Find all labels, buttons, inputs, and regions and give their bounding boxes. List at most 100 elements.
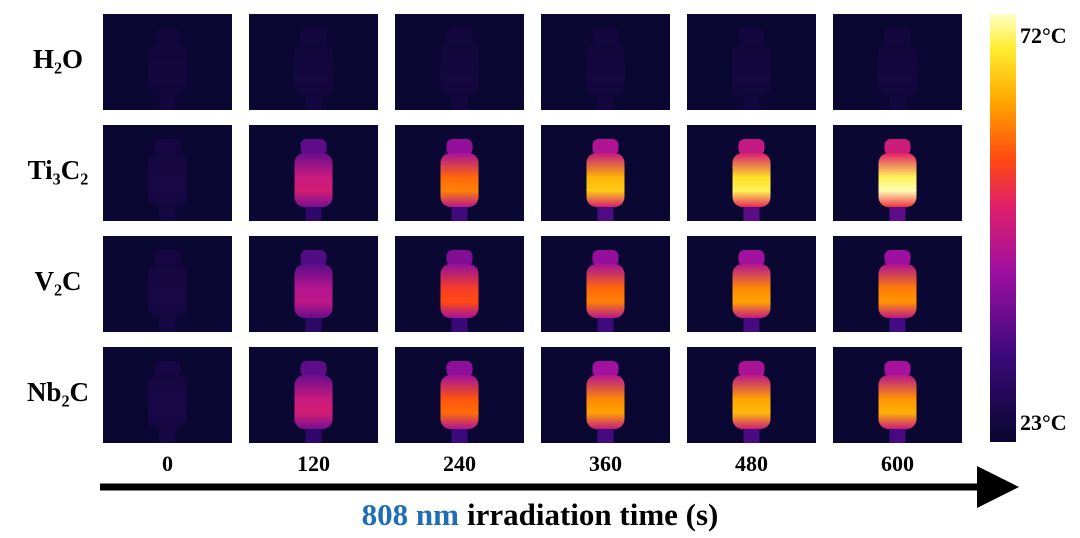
vial-stem [451, 92, 468, 110]
vial-stem [743, 425, 760, 443]
vial-cap [300, 361, 327, 377]
thermal-image [395, 14, 524, 110]
thermal-image [687, 125, 816, 221]
vial-cap [154, 361, 181, 377]
vial-cap [446, 28, 473, 44]
time-label: 480 [735, 451, 768, 476]
thermal-image [103, 14, 232, 110]
vial-stem [305, 203, 322, 221]
colorbar-max: 72°C [1020, 23, 1067, 48]
axis-title-highlight: 808 nm [362, 497, 459, 532]
thermal-image [103, 347, 232, 443]
thermal-image [249, 347, 378, 443]
thermal-image [541, 14, 670, 110]
vial-cap [300, 139, 327, 155]
colorbar [990, 14, 1016, 442]
vial-body [440, 375, 479, 429]
vial-body [148, 42, 187, 96]
vial-stem [451, 203, 468, 221]
vial-body [294, 153, 333, 207]
vial-cap [300, 250, 327, 266]
vial-body [586, 42, 625, 96]
thermal-image [833, 236, 962, 332]
vial-stem [743, 314, 760, 332]
vial-body [878, 42, 917, 96]
vial-body [294, 42, 333, 96]
thermal-image [687, 347, 816, 443]
vial-stem [451, 425, 468, 443]
image-grid [103, 14, 962, 443]
thermal-image [541, 236, 670, 332]
vial-cap [446, 250, 473, 266]
vial-cap [154, 28, 181, 44]
vial-stem [597, 203, 614, 221]
colorbar-min: 23°C [1020, 410, 1067, 435]
time-label: 600 [881, 451, 914, 476]
thermal-image [687, 236, 816, 332]
vial-body [878, 264, 917, 318]
thermal-image [395, 347, 524, 443]
vial-stem [159, 425, 176, 443]
vial-cap [884, 361, 911, 377]
vial-body [732, 375, 771, 429]
time-label: 240 [443, 451, 476, 476]
thermal-image [833, 347, 962, 443]
vial-body [878, 375, 917, 429]
row-label: Ti₃C₂ [28, 155, 89, 185]
vial-stem [159, 203, 176, 221]
vial-cap [300, 28, 327, 44]
vial-stem [743, 92, 760, 110]
vial-cap [884, 139, 911, 155]
row-label: V₂C [34, 266, 81, 296]
vial-cap [592, 250, 619, 266]
vial-body [878, 153, 917, 207]
vial-stem [889, 92, 906, 110]
vial-cap [446, 361, 473, 377]
row-label: H₂O [33, 44, 83, 74]
axis-title: 808 nm irradiation time (s) [362, 497, 719, 532]
vial-stem [597, 314, 614, 332]
vial-stem [889, 314, 906, 332]
vial-stem [889, 203, 906, 221]
vial-cap [738, 139, 765, 155]
vial-cap [738, 28, 765, 44]
vial-cap [592, 361, 619, 377]
thermal-image [541, 347, 670, 443]
vial-cap [154, 250, 181, 266]
row-label: Nb₂C [27, 377, 89, 407]
vial-stem [305, 92, 322, 110]
vial-stem [305, 314, 322, 332]
vial-body [440, 264, 479, 318]
vial-stem [743, 203, 760, 221]
axis-title-rest: irradiation time (s) [467, 497, 718, 532]
vial-body [294, 264, 333, 318]
thermal-image [833, 125, 962, 221]
vial-stem [159, 314, 176, 332]
thermal-image [395, 236, 524, 332]
thermal-image [249, 14, 378, 110]
vial-stem [597, 425, 614, 443]
vial-body [440, 42, 479, 96]
vial-cap [884, 28, 911, 44]
vial-cap [592, 28, 619, 44]
thermal-image [395, 125, 524, 221]
vial-stem [159, 92, 176, 110]
thermal-image [541, 125, 670, 221]
thermal-image [249, 125, 378, 221]
thermal-image [103, 125, 232, 221]
vial-body [148, 264, 187, 318]
vial-cap [738, 361, 765, 377]
vial-body [732, 153, 771, 207]
vial-cap [592, 139, 619, 155]
thermal-image [833, 14, 962, 110]
vial-cap [884, 250, 911, 266]
vial-cap [154, 139, 181, 155]
vial-body [586, 264, 625, 318]
time-label: 0 [162, 451, 173, 476]
time-label: 120 [297, 451, 330, 476]
vial-stem [451, 314, 468, 332]
vial-body [148, 375, 187, 429]
vial-body [586, 375, 625, 429]
